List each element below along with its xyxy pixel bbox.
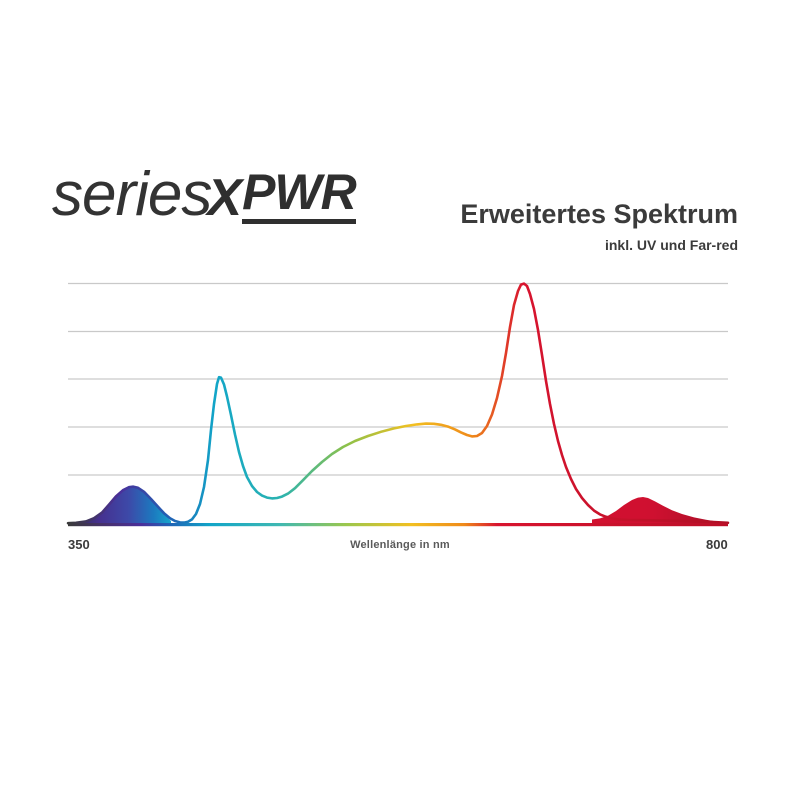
logo-series-text: series [52, 160, 212, 229]
x-axis-title: Wellenlänge in nm [350, 539, 450, 551]
logo-pwr-text: PWR [242, 164, 357, 220]
logo-x-mark: X [207, 169, 243, 227]
logo-pwr-underline: PWR [242, 164, 357, 224]
x-axis-max-label: 800 [706, 537, 728, 552]
page-title: Erweitertes Spektrum [460, 199, 738, 229]
x-axis-min-label: 350 [68, 537, 90, 552]
uv-band-fill [68, 486, 171, 523]
gridlines [68, 282, 728, 476]
spectrum-curve [66, 282, 730, 525]
baseline-spectrum-bar [68, 523, 728, 527]
far-red-band-fill [592, 497, 728, 523]
page-subtitle: inkl. UV und Far-red [604, 236, 738, 253]
brand-logo: series X PWR [52, 160, 357, 229]
headline-block: Erweitertes Spektrum inkl. UV und Far-re… [460, 199, 738, 253]
